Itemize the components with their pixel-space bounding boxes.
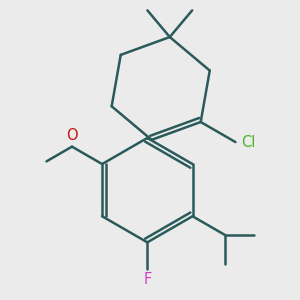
Text: O: O (66, 128, 78, 143)
Text: F: F (143, 272, 152, 287)
Text: Cl: Cl (241, 135, 255, 150)
